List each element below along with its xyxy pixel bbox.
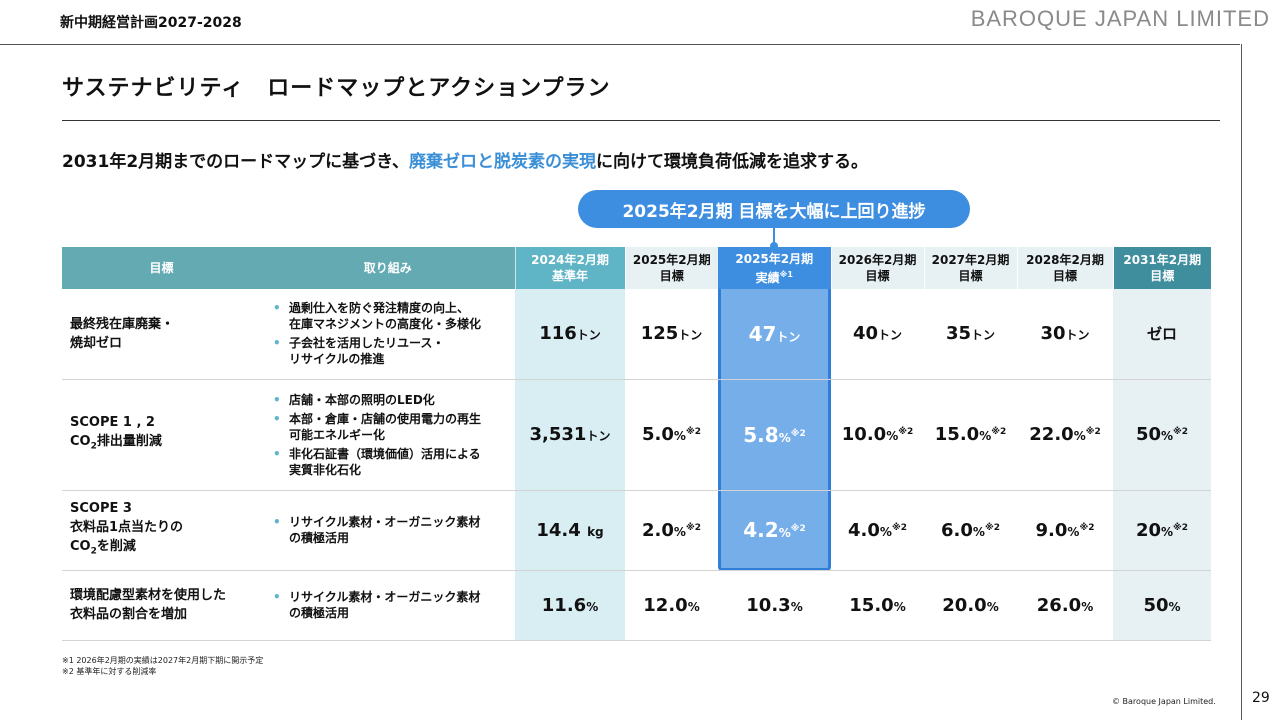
header-2025-actual: 2025年2月期実績※1 <box>718 247 831 289</box>
value-cell: 35トン <box>924 289 1017 380</box>
page-title: サステナビリティ ロードマップとアクションプラン <box>62 76 611 101</box>
goal-line: SCOPE 1 , 2 <box>70 414 155 430</box>
title-divider <box>62 120 1220 121</box>
value-cell: 3,531トン <box>515 379 625 491</box>
value-cell: 30トン <box>1017 289 1113 380</box>
value-cell: 40トン <box>831 289 924 380</box>
progress-callout: 2025年2月期 目標を大幅に上回り進捗 <box>578 190 970 228</box>
value-cell: ゼロ <box>1113 289 1211 380</box>
goal-line: SCOPE 3 <box>70 500 132 516</box>
header-2025a-l2: 実績 <box>755 270 780 285</box>
header-2027-l2: 目標 <box>958 269 983 283</box>
goal-line: 衣料品1点当たりの <box>70 519 184 535</box>
value-cell-actual: 4.2%※2 <box>718 490 831 571</box>
header-2025t-l2: 目標 <box>659 269 684 283</box>
value-cell: 4.0%※2 <box>831 490 924 571</box>
callout-pointer <box>773 228 775 246</box>
right-border-line <box>1241 44 1242 720</box>
page-number: 29 <box>1252 690 1270 706</box>
value-cell: 5.0%※2 <box>625 379 718 491</box>
value-cell: 50%※2 <box>1113 379 1211 491</box>
lead-highlight: 廃棄ゼロと脱炭素の実現 <box>408 152 596 172</box>
callout-dot <box>770 242 778 250</box>
header-goal: 目標 <box>62 247 261 289</box>
action-item: 過剰仕入を防ぐ発注精度の向上、在庫マネジメントの高度化・多様化 <box>273 300 515 332</box>
header-2028-l2: 目標 <box>1052 269 1077 283</box>
header-2024-base: 2024年2月期 基準年 <box>514 247 625 289</box>
goal-cell: 環境配慮型素材を使用した 衣料品の割合を増加 <box>62 570 261 641</box>
value-cell: 116トン <box>515 289 625 380</box>
value-cell: 2.0%※2 <box>625 490 718 571</box>
value-cell: 22.0%※2 <box>1017 379 1113 491</box>
header-2028-target: 2028年2月期 目標 <box>1016 247 1113 289</box>
goal-cell: SCOPE 1 , 2 CO2排出量削減 <box>62 379 261 491</box>
roadmap-table: 目標 取り組み 2024年2月期 基準年 2025年2月期 目標 2025年2月期実… <box>62 247 1211 641</box>
goal-line: 最終残在庫廃棄・ <box>70 316 175 332</box>
value-cell: 14.4 kg <box>515 490 625 571</box>
value-cell-actual: 47トン <box>718 289 831 380</box>
header-2024-l2: 基準年 <box>551 269 588 283</box>
action-item: 店舗・本部の照明のLED化 <box>273 392 515 408</box>
header-2026-l1: 2026年2月期 <box>838 253 917 267</box>
action-item: 子会社を活用したリユース・リサイクルの推進 <box>273 335 515 367</box>
value-cell: 6.0%※2 <box>924 490 1017 571</box>
header-2031-target: 2031年2月期 目標 <box>1112 247 1211 289</box>
header-2028-l1: 2028年2月期 <box>1026 253 1104 267</box>
value-cell: 20%※2 <box>1113 490 1211 571</box>
value-cell: 12.0% <box>625 570 718 641</box>
value-cell: 15.0%※2 <box>924 379 1017 491</box>
value-cell: 20.0% <box>924 570 1017 641</box>
header-2025-target: 2025年2月期 目標 <box>624 247 718 289</box>
goal-cell: 最終残在庫廃棄・ 焼却ゼロ <box>62 289 261 380</box>
table-header-row: 目標 取り組み 2024年2月期 基準年 2025年2月期 目標 2025年2月期実… <box>62 247 1211 289</box>
value-cell: 10.0%※2 <box>831 379 924 491</box>
goal-line: 焼却ゼロ <box>70 335 123 351</box>
header-2026-target: 2026年2月期 目標 <box>830 247 924 289</box>
header-2025t-l1: 2025年2月期 <box>632 253 711 267</box>
header-2025a-l1: 2025年2月期 <box>735 251 814 266</box>
header-2027-target: 2027年2月期 目標 <box>923 247 1017 289</box>
value-cell-actual: 10.3% <box>718 570 831 641</box>
goal-line: 環境配慮型素材を使用した <box>70 588 227 603</box>
lead-pre: 2031年2月期までのロードマップに基づき、 <box>62 152 409 172</box>
goal-cell: SCOPE 3 衣料品1点当たりの CO2を削減 <box>62 490 261 571</box>
header-2025a-note: ※1 <box>779 269 793 279</box>
copyright: © Baroque Japan Limited. <box>1112 697 1216 706</box>
header-actions: 取り組み <box>261 247 515 289</box>
header-2024-l1: 2024年2月期 <box>531 253 609 267</box>
value-cell: 11.6% <box>515 570 625 641</box>
value-cell: 26.0% <box>1017 570 1113 641</box>
header-2026-l2: 目標 <box>865 269 890 283</box>
table-row: 最終残在庫廃棄・焼却ゼロ 過剰仕入を防ぐ発注精度の向上、在庫マネジメントの高度化… <box>62 289 1211 380</box>
footnote-1: ※1 2026年2月期の実績は2027年2月期下期に開示予定 <box>62 656 264 665</box>
footnote-2: ※2 基準年に対する削減率 <box>62 667 157 676</box>
header-divider <box>0 44 1240 45</box>
goal-line: 衣料品の割合を増加 <box>70 607 188 622</box>
plan-name: 新中期経営計画2027-2028 <box>60 15 242 31</box>
company-logo: BAROQUE JAPAN LIMITED <box>970 6 1270 31</box>
header-2031-l1: 2031年2月期 <box>1123 253 1202 267</box>
lead-sentence: 2031年2月期までのロードマップに基づき、廃棄ゼロと脱炭素の実現に向けて環境負… <box>62 147 868 172</box>
header-2031-l2: 目標 <box>1150 269 1175 283</box>
value-cell: 50% <box>1113 570 1211 641</box>
value-cell-actual: 5.8%※2 <box>718 379 831 491</box>
value-cell: 9.0%※2 <box>1017 490 1113 571</box>
value-cell: 15.0% <box>831 570 924 641</box>
actions-cell: 過剰仕入を防ぐ発注精度の向上、在庫マネジメントの高度化・多様化 子会社を活用した… <box>261 289 515 380</box>
header-2027-l1: 2027年2月期 <box>931 253 1010 267</box>
value-cell: 125トン <box>625 289 718 380</box>
lead-post: に向けて環境負荷低減を追求する。 <box>595 152 868 172</box>
